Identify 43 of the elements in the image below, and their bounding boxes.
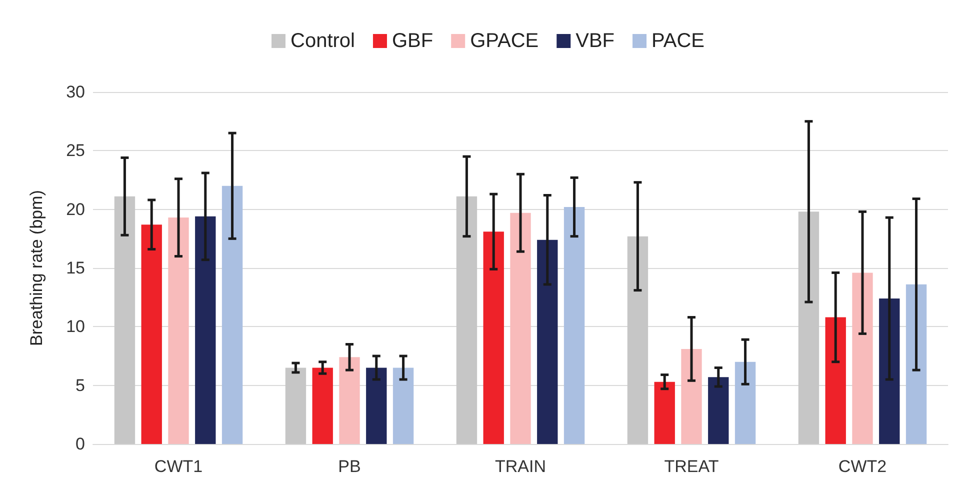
bar [114,196,136,444]
y-tick-label: 25 [66,141,85,160]
bar [564,206,585,444]
legend-label: VBF [576,30,615,52]
x-tick-label: TRAIN [495,457,546,476]
x-tick-label: PB [338,457,361,476]
y-tick-label: 20 [66,200,85,219]
x-tick-label: TREAT [664,457,719,476]
bar [222,186,243,444]
y-tick-label: 30 [66,82,85,102]
bar [339,357,360,444]
y-tick-label: 5 [76,376,85,395]
legend-label: GBF [392,30,434,52]
x-tick-label: CWT1 [154,457,203,476]
legend-label: PACE [652,30,705,52]
bar [510,212,531,444]
bar [681,348,702,444]
bar [852,272,873,444]
bar [285,368,306,444]
bar [825,317,846,444]
bar [879,298,900,444]
bar [366,368,387,444]
bar [906,284,927,444]
legend-label: GPACE [470,30,539,52]
bar [312,368,333,444]
bar [627,236,648,444]
bar [141,224,162,444]
legend-label: Control [290,30,355,52]
bar [708,377,729,444]
bar [483,232,504,444]
bar [654,382,675,444]
y-tick-label: 0 [76,434,85,454]
y-axis-title: Breathing rate (bpm) [27,190,46,346]
y-tick-label: 10 [66,317,85,336]
bar [456,196,478,444]
bar [537,240,558,444]
x-tick-label: CWT2 [838,457,887,476]
bar [798,212,820,444]
bar [392,368,414,444]
bar [734,362,756,444]
bar [168,218,189,444]
bar [195,216,216,444]
y-tick-label: 15 [66,258,85,278]
